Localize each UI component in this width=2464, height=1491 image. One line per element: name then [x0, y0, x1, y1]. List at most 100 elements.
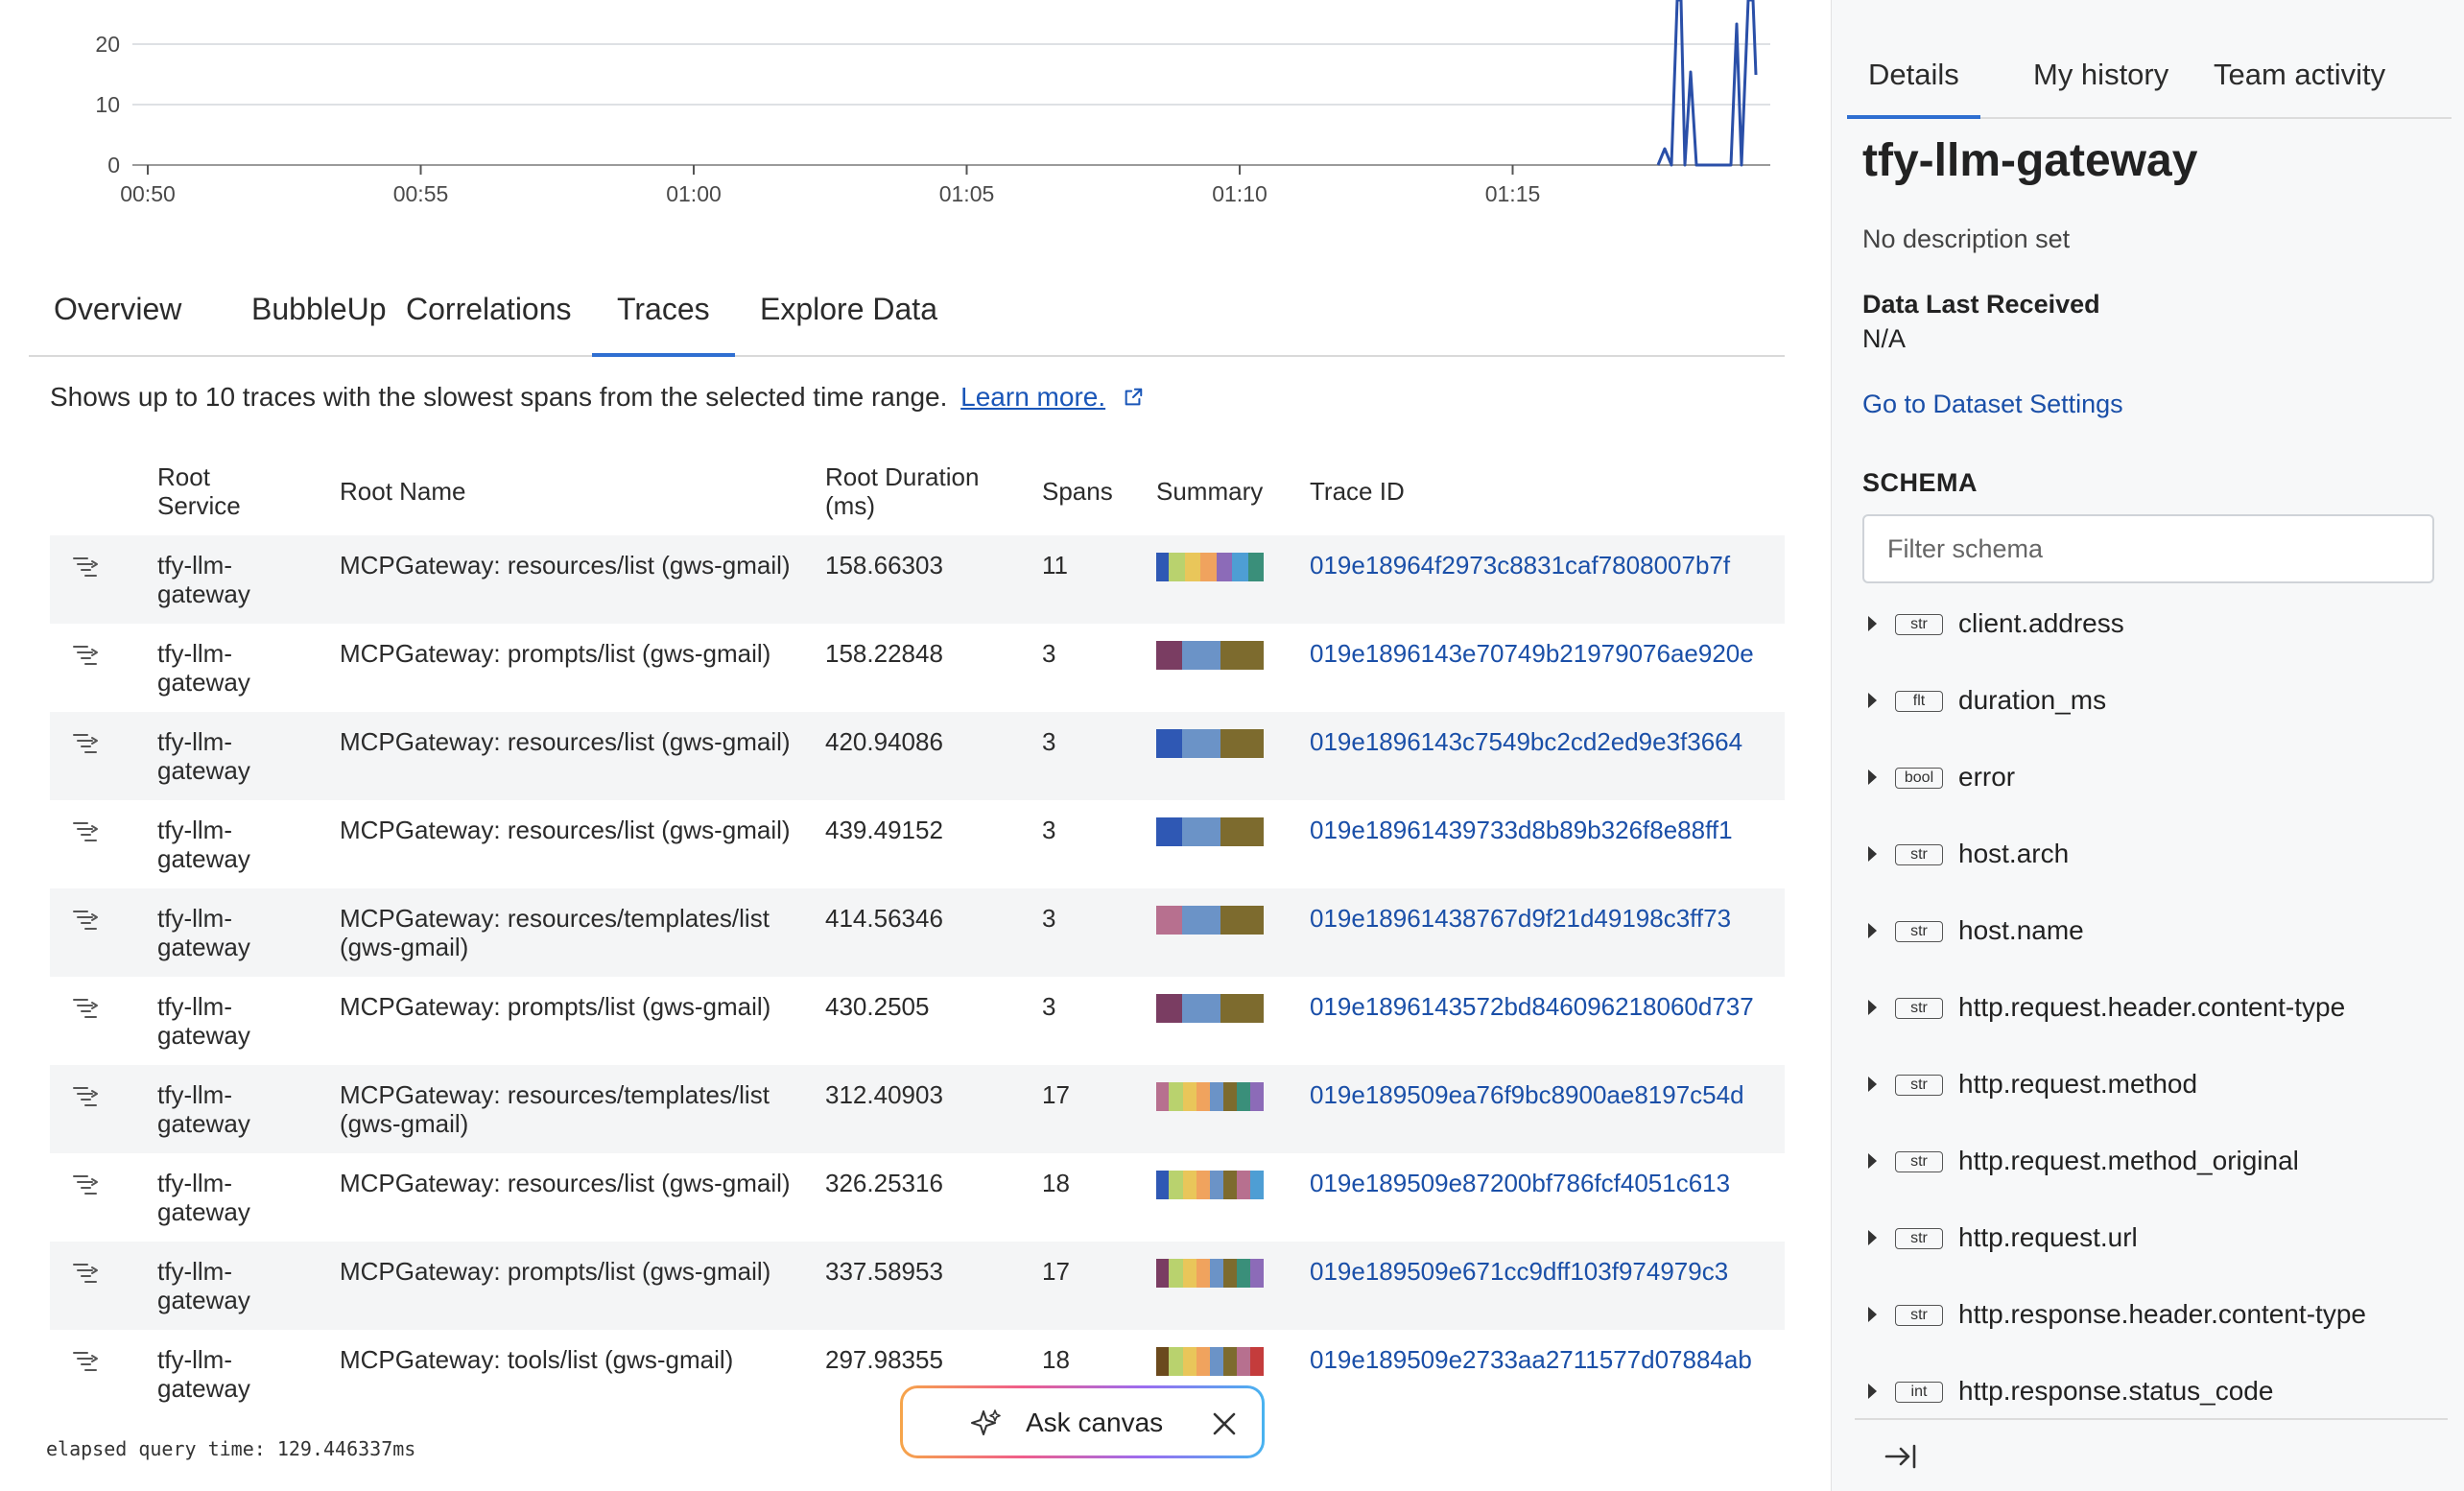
header-root-service[interactable]: Root Service: [157, 462, 241, 520]
table-row[interactable]: tfy-llm-gateway MCPGateway: prompts/list …: [50, 624, 1785, 712]
table-row[interactable]: tfy-llm-gateway MCPGateway: tools/list (g…: [50, 1330, 1785, 1418]
schema-field-name: http.response.status_code: [1958, 1376, 2274, 1406]
caret-right-icon[interactable]: [1868, 923, 1877, 938]
header-root-duration[interactable]: Root Duration (ms): [825, 462, 980, 520]
summary-segment: [1156, 1171, 1170, 1199]
learn-more-link[interactable]: Learn more.: [960, 382, 1106, 412]
trace-id-link[interactable]: 019e18961438767d9f21d49198c3ff73: [1310, 904, 1732, 933]
header-root-name[interactable]: Root Name: [340, 477, 466, 506]
table-row[interactable]: tfy-llm-gateway MCPGateway: resources/lis…: [50, 712, 1785, 800]
main-content: 20 10 0 00:50 00:55 01:00 01:05 01:10 01:15 Ove…: [0, 0, 1831, 1460]
trace-id-link[interactable]: 019e1896143e70749b21979076ae920e: [1310, 639, 1754, 668]
header-trace-id[interactable]: Trace ID: [1310, 477, 1405, 506]
table-row[interactable]: tfy-llm-gateway MCPGateway: resources/lis…: [50, 535, 1785, 624]
summary-segment: [1222, 1259, 1237, 1288]
schema-field[interactable]: str http.request.method_original: [1862, 1124, 2438, 1201]
tab-my-history[interactable]: My history: [2033, 58, 2169, 91]
trace-id-link[interactable]: 019e18964f2973c8831caf7808007b7f: [1310, 551, 1731, 580]
trace-id-link[interactable]: 019e1896143572bd846096218060d737: [1310, 992, 1754, 1021]
dataset-settings-link[interactable]: Go to Dataset Settings: [1862, 390, 2123, 418]
caret-right-icon[interactable]: [1868, 616, 1877, 631]
table-row[interactable]: tfy-llm-gateway MCPGateway: prompts/list …: [50, 977, 1785, 1065]
schema-field[interactable]: str http.response.header.content-type: [1862, 1278, 2438, 1355]
trace-waterfall-icon[interactable]: [71, 1172, 100, 1197]
type-badge: str: [1895, 1305, 1943, 1326]
summary-segment: [1236, 1171, 1250, 1199]
tab-correlations[interactable]: Correlations: [406, 292, 572, 326]
schema-field[interactable]: str host.arch: [1862, 817, 2438, 894]
table-row[interactable]: tfy-llm-gateway MCPGateway: prompts/list …: [50, 1242, 1785, 1330]
summary-segment: [1216, 553, 1233, 581]
traces-table-body: tfy-llm-gateway MCPGateway: resources/lis…: [50, 535, 1785, 1418]
caret-right-icon[interactable]: [1868, 846, 1877, 862]
trace-waterfall-icon[interactable]: [71, 643, 100, 668]
table-row[interactable]: tfy-llm-gateway MCPGateway: resources/lis…: [50, 800, 1785, 888]
trace-waterfall-icon[interactable]: [71, 731, 100, 756]
trace-id-link[interactable]: 019e189509ea76f9bc8900ae8197c54d: [1310, 1080, 1744, 1109]
trace-id-link[interactable]: 019e1896143c7549bc2cd2ed9e3f3664: [1310, 727, 1743, 756]
tab-team-activity[interactable]: Team activity: [2214, 58, 2386, 91]
ask-canvas-button[interactable]: Ask canvas: [900, 1385, 1265, 1458]
table-row[interactable]: tfy-llm-gateway MCPGateway: resources/tem…: [50, 1065, 1785, 1153]
caret-right-icon[interactable]: [1868, 693, 1877, 708]
summary-segment: [1220, 641, 1264, 670]
data-last-received-value: N/A: [1862, 324, 1907, 353]
ask-canvas-label: Ask canvas: [1026, 1408, 1164, 1437]
type-badge: str: [1895, 844, 1943, 865]
root-duration-cell: 337.58953: [825, 1257, 943, 1286]
spans-cell: 3: [1042, 727, 1056, 756]
trace-id-link[interactable]: 019e189509e87200bf786fcf4051c613: [1310, 1169, 1731, 1197]
table-row[interactable]: tfy-llm-gateway MCPGateway: resources/lis…: [50, 1153, 1785, 1242]
schema-field-name: duration_ms: [1958, 685, 2107, 715]
type-badge: int: [1895, 1382, 1943, 1403]
close-icon[interactable]: [1210, 1409, 1239, 1438]
trace-waterfall-icon[interactable]: [71, 1084, 100, 1109]
summary-segment: [1232, 553, 1248, 581]
external-link-icon[interactable]: [1123, 387, 1144, 408]
collapse-panel-icon[interactable]: [1884, 1441, 1918, 1472]
root-service-cell: tfy-llm-gateway: [157, 551, 250, 608]
filter-schema-input[interactable]: [1862, 514, 2434, 583]
schema-heading: SCHEMA: [1862, 468, 1978, 497]
caret-right-icon[interactable]: [1868, 1230, 1877, 1245]
caret-right-icon[interactable]: [1868, 1153, 1877, 1169]
sparkle-icon: [971, 1409, 1001, 1435]
summary-bar: [1156, 1259, 1264, 1288]
tab-explore-data[interactable]: Explore Data: [760, 292, 937, 326]
schema-field[interactable]: str client.address: [1862, 587, 2438, 664]
tab-traces[interactable]: Traces: [592, 278, 735, 357]
traces-description-text: Shows up to 10 traces with the slowest s…: [50, 382, 948, 412]
trace-id-link[interactable]: 019e189509e2733aa2711577d07884ab: [1310, 1345, 1752, 1374]
tab-overview[interactable]: Overview: [54, 292, 182, 326]
trace-waterfall-icon[interactable]: [71, 1261, 100, 1286]
summary-segment: [1209, 1082, 1223, 1111]
schema-field[interactable]: bool error: [1862, 741, 2438, 817]
summary-bar: [1156, 641, 1264, 670]
caret-right-icon[interactable]: [1868, 1000, 1877, 1015]
trace-id-link[interactable]: 019e18961439733d8b89b326f8e88ff1: [1310, 816, 1733, 844]
caret-right-icon[interactable]: [1868, 769, 1877, 785]
caret-right-icon[interactable]: [1868, 1077, 1877, 1092]
tab-bubbleup[interactable]: BubbleUp: [251, 292, 387, 326]
caret-right-icon[interactable]: [1868, 1307, 1877, 1322]
header-spans[interactable]: Spans: [1042, 477, 1113, 506]
caret-right-icon[interactable]: [1868, 1384, 1877, 1399]
schema-field[interactable]: str http.request.url: [1862, 1201, 2438, 1278]
table-row[interactable]: tfy-llm-gateway MCPGateway: resources/tem…: [50, 888, 1785, 977]
chart-svg: 20 10 0 00:50 00:55 01:00 01:05 01:10 01:15: [95, 0, 1770, 206]
schema-field[interactable]: str http.request.header.content-type: [1862, 971, 2438, 1048]
schema-field[interactable]: flt duration_ms: [1862, 664, 2438, 741]
trace-waterfall-icon[interactable]: [71, 908, 100, 933]
trace-waterfall-icon[interactable]: [71, 555, 100, 580]
duration-chart: 20 10 0 00:50 00:55 01:00 01:05 01:10 01:15: [0, 0, 1831, 221]
trace-waterfall-icon[interactable]: [71, 1349, 100, 1374]
schema-field[interactable]: str http.request.method: [1862, 1048, 2438, 1124]
schema-field[interactable]: int http.response.status_code: [1862, 1355, 2438, 1432]
schema-field[interactable]: str host.name: [1862, 894, 2438, 971]
type-badge: str: [1895, 998, 1943, 1019]
trace-waterfall-icon[interactable]: [71, 996, 100, 1021]
trace-id-link[interactable]: 019e189509e671cc9dff103f974979c3: [1310, 1257, 1729, 1286]
tab-details[interactable]: Details: [1847, 38, 1980, 119]
trace-waterfall-icon[interactable]: [71, 819, 100, 844]
type-badge: str: [1895, 1151, 1943, 1172]
